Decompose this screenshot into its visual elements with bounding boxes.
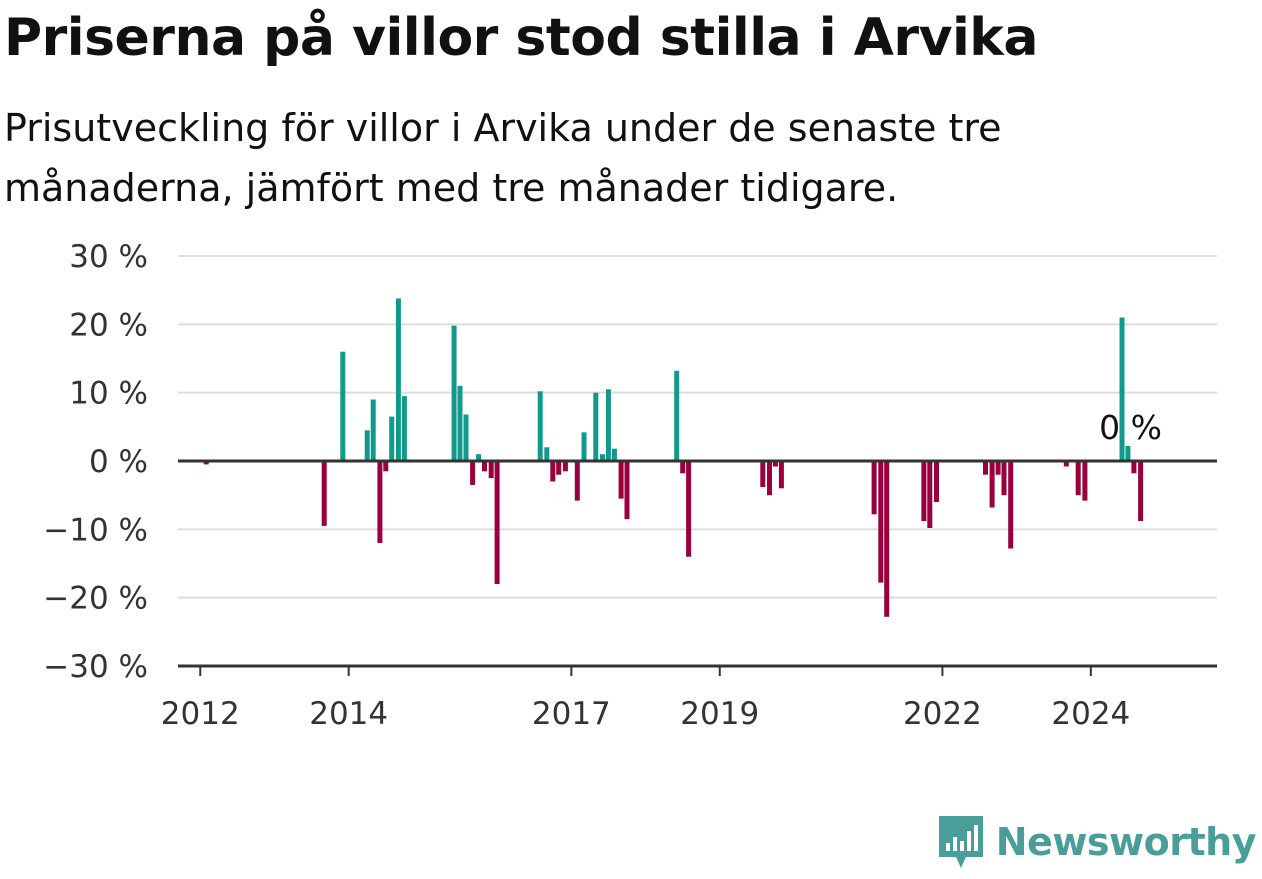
bar (611, 448, 617, 461)
bar (544, 447, 550, 461)
bar (1008, 461, 1014, 549)
bar (1082, 461, 1088, 501)
y-axis-labels: −30 % −20 % −10 % 0 % 10 % 20 % 30 % (43, 239, 148, 685)
bar (989, 461, 995, 508)
bar (321, 461, 327, 526)
bar (1063, 461, 1069, 467)
bar (395, 298, 401, 461)
bar (686, 461, 692, 557)
bar (203, 461, 209, 465)
y-grid (178, 255, 1217, 599)
latest-value-label: 0 % (1099, 408, 1162, 447)
bar (618, 461, 624, 499)
y-tick-label: 10 % (69, 376, 148, 412)
bar (871, 461, 877, 515)
bar (1001, 461, 1007, 496)
bar (1075, 461, 1081, 496)
bar (884, 461, 890, 617)
y-tick-label: −10 % (43, 512, 148, 548)
bar (995, 461, 1001, 475)
bar (383, 461, 389, 472)
bar (772, 461, 778, 467)
bar (921, 461, 927, 522)
bar (562, 461, 568, 472)
x-tick-label: 2024 (1051, 696, 1130, 732)
bar (593, 392, 599, 461)
bar (983, 461, 988, 475)
bar (674, 370, 680, 461)
bar (680, 461, 686, 474)
chart-subtitle: Prisutveckling för villor i Arvika under… (4, 106, 1002, 210)
bar (463, 414, 469, 461)
y-tick-label: −30 % (43, 649, 148, 685)
bars (178, 298, 1217, 617)
bar (370, 399, 376, 461)
x-tick-label: 2022 (903, 696, 982, 732)
bar (878, 461, 884, 583)
bar (494, 461, 500, 584)
bar (581, 432, 587, 461)
bar (767, 461, 772, 496)
bar (451, 325, 457, 461)
bar (364, 430, 370, 462)
newsworthy-logo: Newsworthy (936, 813, 1257, 871)
bar (377, 461, 383, 543)
annotation-layer: 0 % (1099, 408, 1162, 447)
x-tick-label: 2017 (532, 696, 611, 732)
bar (401, 396, 407, 461)
y-tick-label: 0 % (89, 444, 148, 480)
bar (605, 389, 611, 462)
bar (537, 391, 543, 461)
bar (340, 351, 346, 461)
bar (556, 461, 562, 475)
newsworthy-chart-bubble-icon (938, 816, 983, 868)
y-tick-label: 20 % (69, 307, 148, 343)
bar (778, 461, 784, 489)
bar (389, 416, 395, 461)
y-tick-label: 30 % (69, 239, 148, 275)
x-tick-label: 2019 (680, 696, 759, 732)
bar (624, 461, 630, 520)
bar (1131, 461, 1137, 474)
bar (600, 454, 605, 461)
bar (482, 461, 487, 472)
bar (1119, 317, 1125, 461)
x-tick-label: 2012 (161, 696, 240, 732)
bar (470, 461, 476, 485)
bar (760, 461, 766, 487)
chart-title: Priserna på villor stod stilla i Arvika (4, 8, 1038, 68)
y-tick-label: −20 % (43, 581, 148, 617)
bar (476, 454, 482, 461)
bar (1138, 461, 1144, 522)
bar (550, 461, 556, 482)
brand-name: Newsworthy (995, 820, 1257, 864)
bar (488, 461, 494, 479)
x-axis: 2012 2014 2017 2019 2022 2024 (161, 664, 1217, 732)
bar (1125, 446, 1131, 461)
bar (934, 461, 939, 502)
bar (574, 461, 580, 501)
x-tick-label: 2014 (309, 696, 388, 732)
bar (927, 461, 933, 528)
bar (457, 385, 463, 461)
